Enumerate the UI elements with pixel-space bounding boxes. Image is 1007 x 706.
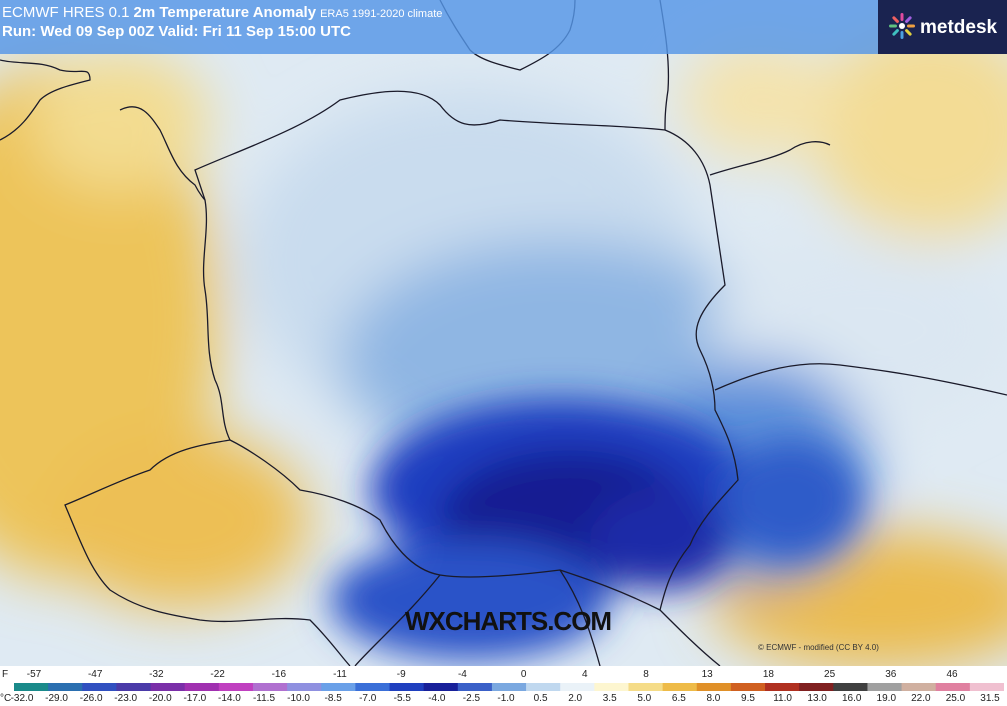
- celsius-tick: -23.0: [114, 693, 138, 704]
- fahrenheit-tick: 13: [701, 669, 713, 680]
- celsius-tick: 3.5: [602, 693, 617, 704]
- color-bar-segment: [184, 683, 220, 691]
- celsius-tick: 31.5: [980, 693, 1000, 704]
- color-bar-segment: [628, 683, 664, 691]
- fahrenheit-tick: 25: [824, 669, 836, 680]
- color-bar-segment: [14, 683, 49, 691]
- celsius-tick: 22.0: [911, 693, 931, 704]
- celsius-tick: 6.5: [671, 693, 686, 704]
- color-bar-segment: [696, 683, 732, 691]
- celsius-tick: 11.0: [773, 693, 792, 704]
- color-bar-segment: [799, 683, 834, 691]
- logo-text: metdesk: [920, 17, 998, 38]
- celsius-tick: -32.0: [10, 693, 34, 704]
- fahrenheit-tick: -16: [271, 669, 287, 680]
- fahrenheit-tick: 36: [885, 669, 897, 680]
- celsius-tick: -26.0: [79, 693, 103, 704]
- fahrenheit-tick: -22: [210, 669, 225, 680]
- color-bar-segment: [730, 683, 766, 691]
- color-bar-segment: [969, 683, 1004, 691]
- color-bar-segment: [150, 683, 186, 691]
- fahrenheit-tick: -57: [26, 669, 42, 680]
- fahrenheit-tick: 8: [643, 669, 649, 680]
- color-bar-segment: [662, 683, 698, 691]
- celsius-tick: 5.0: [637, 693, 652, 704]
- color-bar-segment: [935, 683, 971, 691]
- model-name: ECMWF HRES 0.1: [2, 4, 130, 21]
- celsius-tick: 25.0: [945, 693, 966, 704]
- fahrenheit-tick: -32: [149, 669, 164, 680]
- celsius-tick: -2.5: [462, 693, 481, 704]
- celsius-tick: -17.0: [183, 693, 207, 704]
- temperature-anomaly-map: [0, 0, 1007, 666]
- color-bar-segment: [457, 683, 493, 691]
- metdesk-logo[interactable]: metdesk: [878, 0, 1007, 54]
- celsius-tick: -7.0: [359, 693, 377, 704]
- fahrenheit-tick: -4: [457, 669, 467, 680]
- color-bar-segment: [48, 683, 83, 691]
- celsius-tick: 16.0: [841, 693, 862, 704]
- color-bar-segment: [901, 683, 937, 691]
- color-bar-segment: [252, 683, 288, 691]
- color-bar-segment: [594, 683, 629, 691]
- color-bar-segment: [355, 683, 391, 691]
- fahrenheit-tick: 0: [520, 669, 527, 680]
- metdesk-flower-icon: [889, 13, 915, 39]
- celsius-tick: 19.0: [876, 693, 897, 704]
- color-bar-segment: [765, 683, 800, 691]
- fahrenheit-tick: -11: [333, 669, 347, 680]
- color-bar-segment: [389, 683, 425, 691]
- color-bar-segment: [867, 683, 903, 691]
- fahrenheit-tick: 18: [762, 669, 774, 680]
- fahrenheit-tick: 46: [946, 669, 958, 680]
- celsius-tick: 2.0: [568, 693, 583, 704]
- fahrenheit-tick: -9: [396, 669, 406, 680]
- celsius-tick: -1.0: [497, 693, 515, 704]
- celsius-tick: 8.0: [706, 693, 721, 704]
- celsius-tick: -14.0: [218, 693, 241, 704]
- chart-header: ECMWF HRES 0.1 2m Temperature Anomaly ERA5…: [0, 0, 878, 54]
- celsius-tick: -5.5: [393, 693, 411, 704]
- color-bar-segment: [491, 683, 527, 691]
- celsius-tick: -29.0: [45, 693, 68, 704]
- color-bar-segment: [526, 683, 561, 691]
- ecmwf-credit: © ECMWF - modified (CC BY 4.0): [758, 643, 879, 652]
- color-bar-segment: [321, 683, 356, 691]
- celsius-tick: -4.0: [428, 693, 446, 704]
- fahrenheit-tick: -47: [87, 669, 103, 680]
- celsius-tick: -10.0: [287, 693, 310, 704]
- color-bar-segment: [82, 683, 117, 691]
- color-bar-segment: [833, 683, 868, 691]
- anomaly-field: [0, 20, 1007, 666]
- color-bar-segment: [116, 683, 152, 691]
- celsius-tick: -8.5: [324, 693, 342, 704]
- color-bar: [14, 683, 1004, 691]
- chart-title: 2m Temperature Anomaly: [133, 4, 317, 21]
- fahrenheit-unit: F: [2, 669, 9, 680]
- color-bar-segment: [287, 683, 322, 691]
- color-bar-segment: [423, 683, 459, 691]
- wxcharts-watermark: WXCHARTS.COM: [405, 606, 612, 636]
- celsius-tick: 9.5: [741, 693, 755, 704]
- color-scale-legend: F °C -32.0 -29.0 -26.0 -23.0 -20.0 -17.0 -14.0…: [0, 666, 1007, 706]
- celsius-tick: -20.0: [148, 693, 172, 704]
- country-borders: [0, 0, 1007, 666]
- fahrenheit-tick: 4: [582, 669, 588, 680]
- celsius-unit: °C: [0, 693, 12, 704]
- climate-baseline: ERA5 1991-2020 climate: [320, 8, 443, 20]
- celsius-tick: 13.0: [807, 693, 827, 704]
- celsius-tick: 0.5: [533, 693, 548, 704]
- color-bar-segment: [218, 683, 254, 691]
- color-bar-segment: [560, 683, 595, 691]
- header-title-line: ECMWF HRES 0.1 2m Temperature Anomaly ERA5…: [2, 4, 442, 21]
- celsius-tick: -11.5: [252, 693, 276, 704]
- run-valid-line: Run: Wed 09 Sep 00Z Valid: Fri 11 Sep 15…: [2, 23, 351, 40]
